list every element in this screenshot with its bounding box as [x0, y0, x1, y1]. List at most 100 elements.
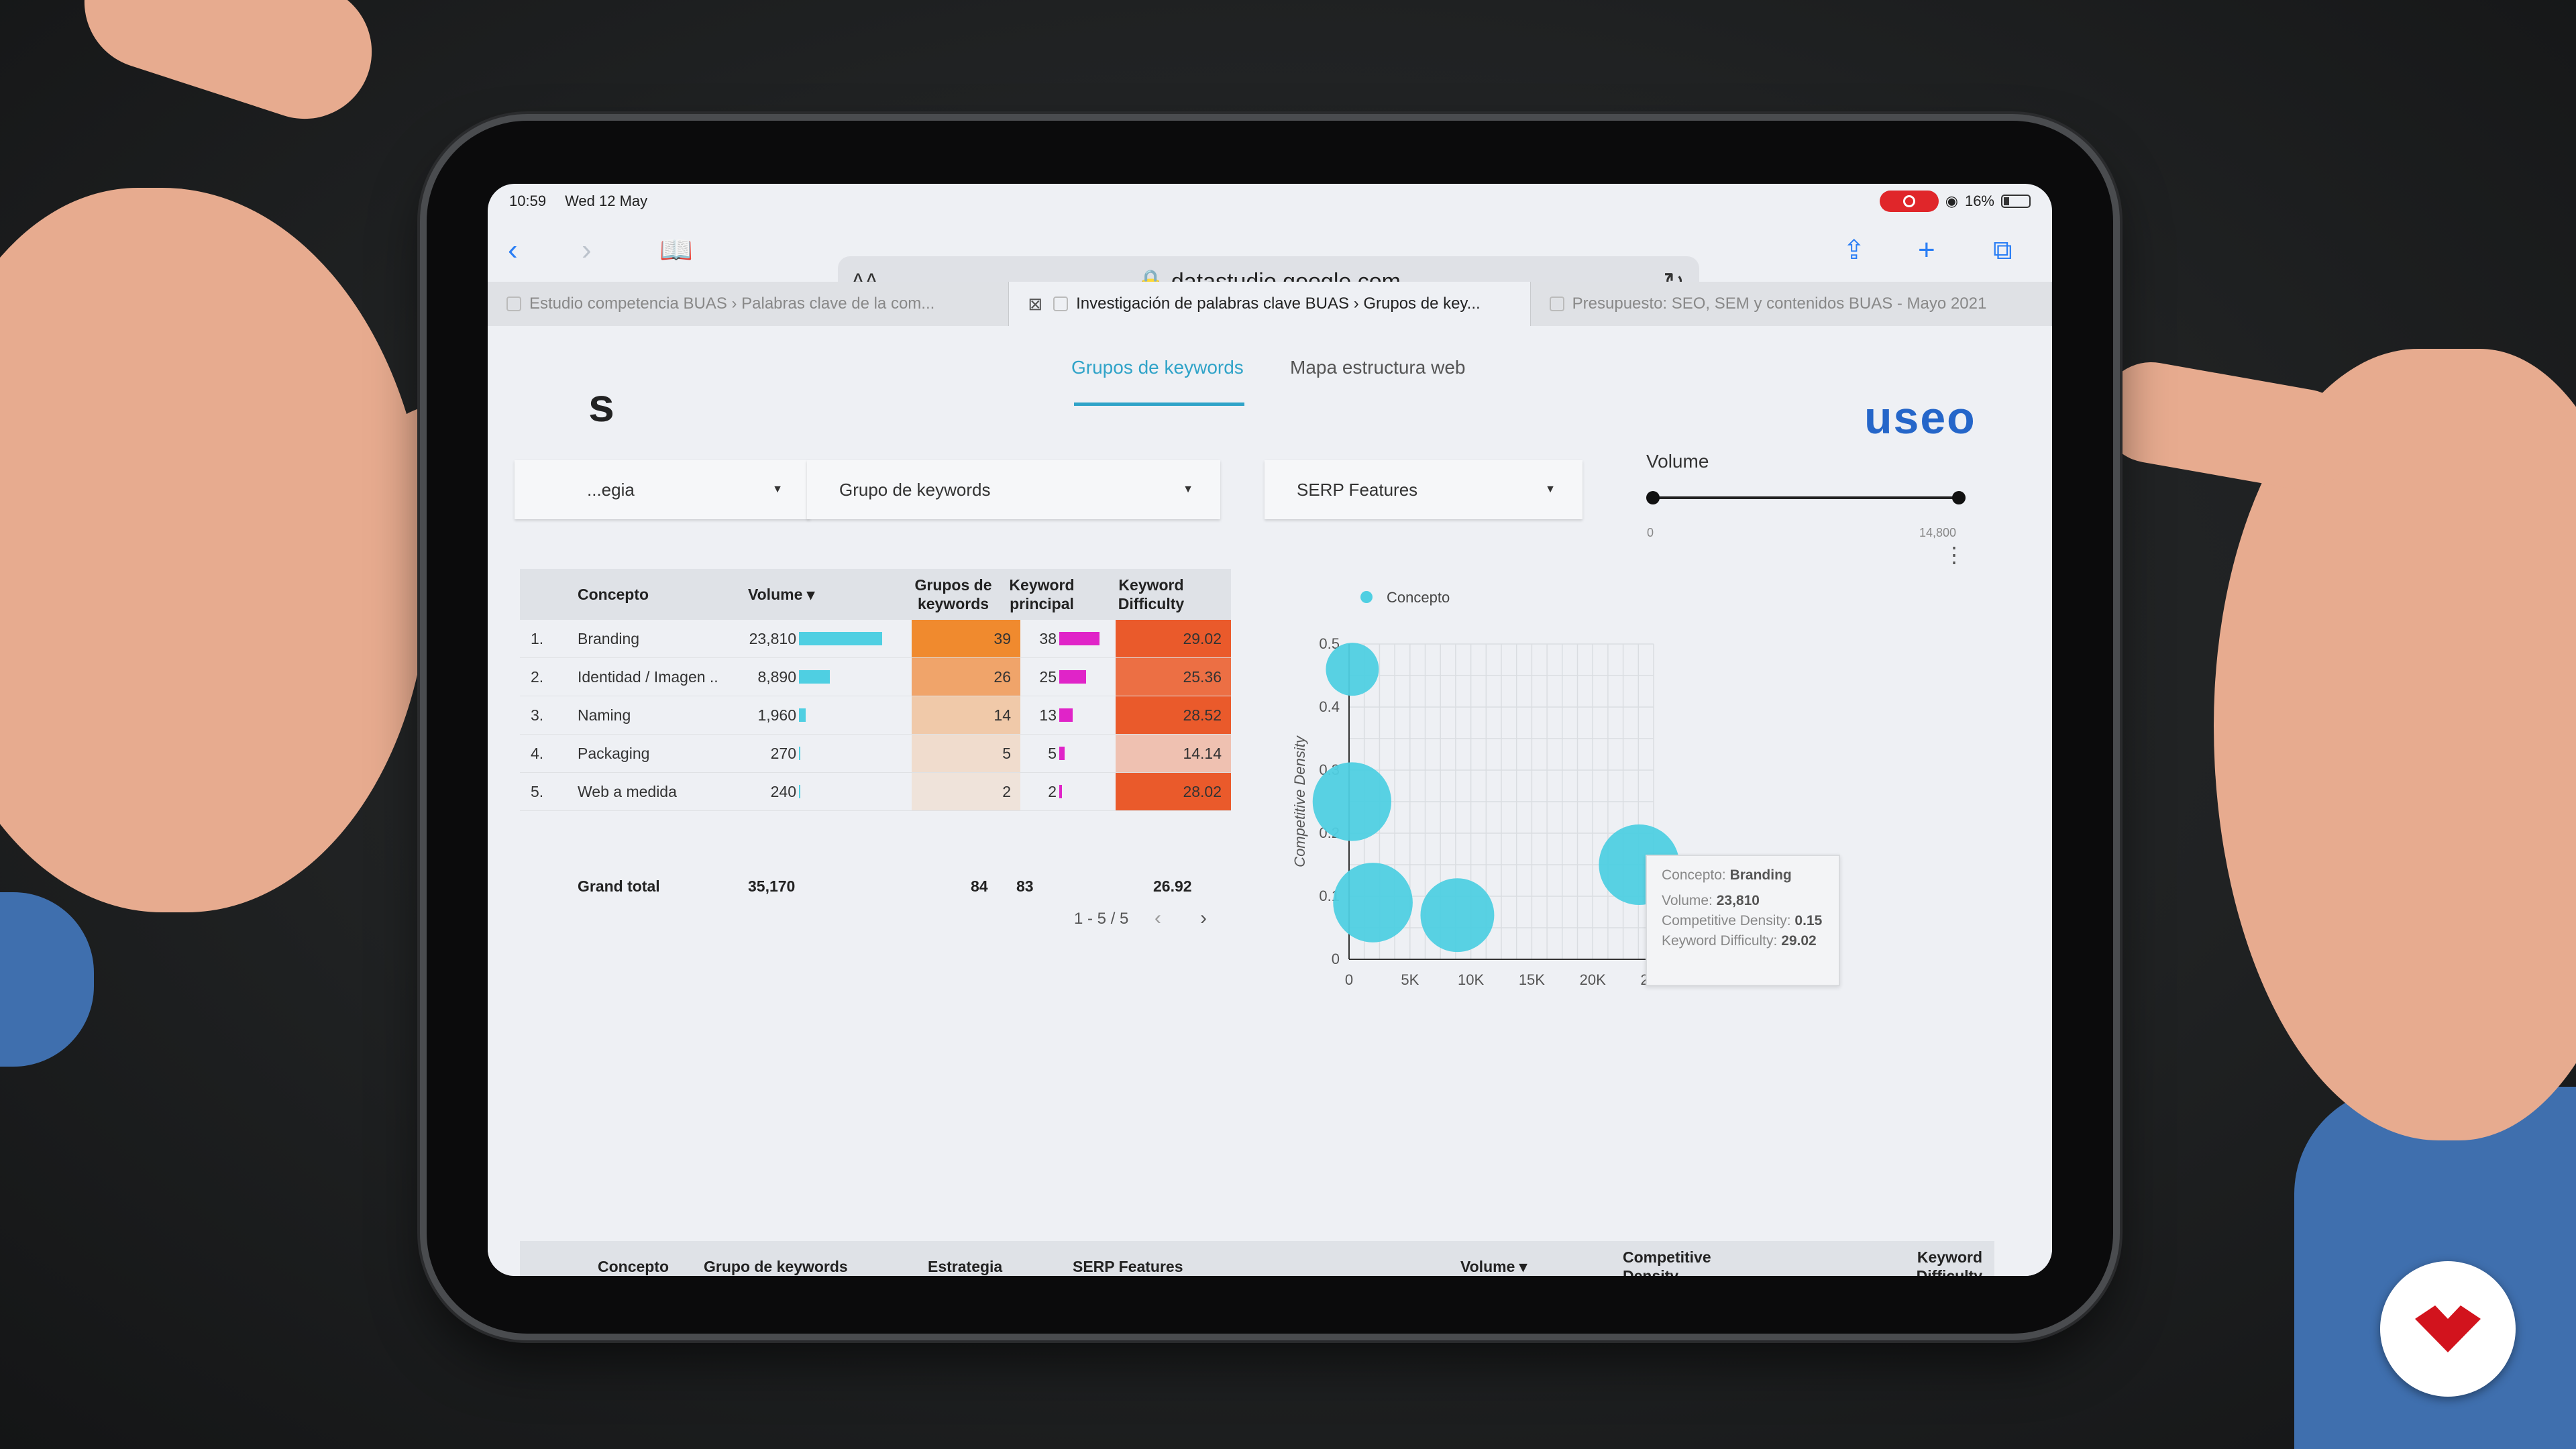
- back-icon[interactable]: ‹: [508, 233, 518, 266]
- cell-keyword-difficulty: 29.02: [1116, 620, 1231, 657]
- browser-tab[interactable]: Estudio competencia BUAS › Palabras clav…: [488, 282, 1010, 326]
- browser-toolbar: ‹ › 📖 AA 🔒 datastudio.google.com ↻ ⇪ + ⧉: [488, 219, 2052, 307]
- tabs-overview-icon[interactable]: ⧉: [1993, 235, 2012, 265]
- table-row[interactable]: 1. Branding 23,810 39 38 29.02: [520, 620, 1231, 658]
- volume-bar: [799, 747, 800, 760]
- table-row[interactable]: 3. Naming 1,960 14 13 28.52: [520, 696, 1231, 735]
- header-concepto[interactable]: Concepto: [578, 586, 649, 603]
- header-estrategia[interactable]: Estrategia: [928, 1258, 1003, 1275]
- next-page-icon[interactable]: ›: [1200, 907, 1207, 929]
- data-point: [1333, 863, 1413, 943]
- cell-concepto: Naming: [578, 706, 631, 724]
- volume-slider-min-handle[interactable]: [1646, 491, 1660, 504]
- header-keyword-difficulty[interactable]: Keyword Difficulty: [1118, 576, 1185, 612]
- data-point: [1312, 762, 1391, 841]
- more-options-icon[interactable]: ⋮: [1943, 543, 1965, 567]
- cell-volume: 23,810: [721, 620, 909, 657]
- keyword-bar: [1059, 708, 1073, 722]
- bookmarks-icon[interactable]: 📖: [659, 235, 693, 265]
- filter-estrategia[interactable]: ...egia ▼: [515, 460, 810, 519]
- favicon-icon: [506, 297, 521, 311]
- cell-keyword-difficulty: 14.14: [1116, 735, 1231, 772]
- close-tab-icon[interactable]: ⊠: [1028, 293, 1043, 314]
- row-number: 1.: [531, 629, 544, 647]
- x-tick-label: 5K: [1401, 971, 1419, 988]
- header-grupos[interactable]: Grupos de keywords: [914, 576, 992, 612]
- status-time: 10:59: [509, 193, 547, 209]
- cell-keyword-principal: 38: [1022, 620, 1109, 657]
- cell-grupos: 39: [912, 620, 1020, 657]
- legend-marker: [1360, 591, 1373, 603]
- keyword-bar: [1059, 632, 1099, 645]
- status-date: Wed 12 May: [565, 193, 648, 209]
- x-tick-label: 15K: [1519, 971, 1545, 988]
- filter-grupo-de-keywords[interactable]: Grupo de keywords ▼: [807, 460, 1220, 519]
- data-point: [1326, 643, 1379, 696]
- tooltip-concepto: Branding: [1729, 867, 1792, 883]
- header-keyword-difficulty[interactable]: Keyword Difficulty: [1916, 1248, 1982, 1276]
- header-serp-features[interactable]: SERP Features: [1073, 1258, 1183, 1275]
- table-row[interactable]: 4. Packaging 270 5 5 14.14: [520, 735, 1231, 773]
- browser-tab[interactable]: Presupuesto: SEO, SEM y contenidos BUAS …: [1531, 282, 2052, 326]
- data-point: [1420, 878, 1495, 953]
- cell-volume: 240: [721, 773, 909, 810]
- keyword-bar: [1059, 670, 1086, 684]
- report-title-fragment: s: [588, 379, 614, 431]
- cell-keyword-difficulty: 25.36: [1116, 658, 1231, 696]
- grand-total-grupos: 84: [971, 877, 988, 895]
- row-number: 5.: [531, 782, 544, 800]
- cell-volume: 1,960: [721, 696, 909, 734]
- active-tab-indicator: [1074, 402, 1244, 406]
- header-concepto[interactable]: Concepto: [598, 1258, 669, 1275]
- volume-bar: [799, 670, 830, 684]
- new-tab-icon[interactable]: +: [1918, 233, 1935, 266]
- cell-grupos: 5: [912, 735, 1020, 772]
- heart-logo-icon: [2415, 1305, 2481, 1352]
- tab-mapa-estructura-web[interactable]: Mapa estructura web: [1290, 357, 1466, 378]
- status-bar: 10:59 Wed 12 May ◉ 16%: [509, 188, 2031, 215]
- x-tick-label: 20K: [1580, 971, 1606, 988]
- prev-page-icon[interactable]: ‹: [1155, 907, 1161, 929]
- cell-volume: 270: [721, 735, 909, 772]
- brand-logo: useo: [1864, 392, 1976, 443]
- grand-total-volume: 35,170: [748, 877, 796, 895]
- wifi-icon: ◉: [1945, 193, 1958, 209]
- cell-keyword-principal: 2: [1022, 773, 1109, 810]
- header-volume[interactable]: Volume ▾: [748, 586, 815, 603]
- share-icon[interactable]: ⇪: [1843, 235, 1866, 265]
- cell-keyword-difficulty: 28.52: [1116, 696, 1231, 734]
- volume-slider-max-handle[interactable]: [1952, 491, 1966, 504]
- row-number: 4.: [531, 744, 544, 762]
- screen-record-icon[interactable]: [1879, 191, 1939, 212]
- cell-keyword-difficulty: 28.02: [1116, 773, 1231, 810]
- cell-grupos: 26: [912, 658, 1020, 696]
- cell-volume: 8,890: [721, 658, 909, 696]
- cell-concepto: Packaging: [578, 744, 650, 762]
- header-grupo-de-keywords[interactable]: Grupo de keywords: [704, 1258, 848, 1275]
- legend-label: Concepto: [1387, 589, 1450, 606]
- header-volume[interactable]: Volume ▾: [1460, 1258, 1527, 1275]
- volume-slider-title: Volume: [1646, 451, 1709, 472]
- volume-bar: [799, 632, 882, 645]
- volume-bar: [799, 708, 806, 722]
- keyword-bar: [1059, 785, 1062, 798]
- volume-bar: [799, 785, 800, 798]
- table-row[interactable]: 2. Identidad / Imagen ... 8,890 26 25 25.36: [520, 658, 1231, 696]
- tab-grupos-de-keywords[interactable]: Grupos de keywords: [1071, 357, 1244, 378]
- volume-slider-min-label: 0: [1647, 526, 1654, 539]
- forward-icon[interactable]: ›: [582, 233, 592, 266]
- battery-icon: [2001, 195, 2031, 208]
- battery-percent: 16%: [1964, 193, 1994, 209]
- grand-total-keyword: 83: [1016, 877, 1034, 895]
- header-competitive-density[interactable]: Competitive Density: [1623, 1248, 1711, 1276]
- header-keyword-principal[interactable]: Keyword principal: [1009, 576, 1075, 612]
- report-page: Grupos de keywords Mapa estructura web s…: [488, 326, 2052, 1276]
- tooltip-volume: 23,810: [1716, 893, 1760, 908]
- browser-tab-active[interactable]: ⊠ Investigación de palabras clave BUAS › …: [1009, 282, 1531, 326]
- filter-serp-features[interactable]: SERP Features ▼: [1265, 460, 1582, 519]
- volume-slider-max-label: 14,800: [1919, 526, 1957, 539]
- row-number: 2.: [531, 667, 544, 686]
- row-number: 3.: [531, 706, 544, 724]
- cell-grupos: 14: [912, 696, 1020, 734]
- table-row[interactable]: 5. Web a medida 240 2 2 28.02: [520, 773, 1231, 811]
